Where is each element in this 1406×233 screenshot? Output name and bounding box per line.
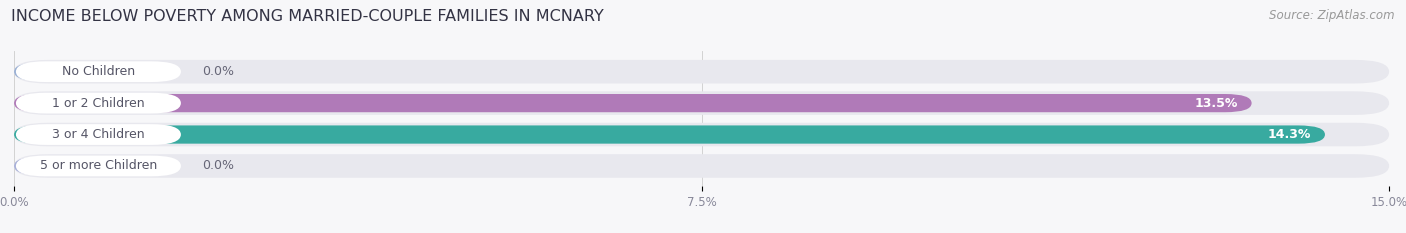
FancyBboxPatch shape	[15, 93, 181, 113]
FancyBboxPatch shape	[15, 156, 181, 176]
FancyBboxPatch shape	[15, 61, 181, 82]
FancyBboxPatch shape	[14, 63, 179, 81]
Text: INCOME BELOW POVERTY AMONG MARRIED-COUPLE FAMILIES IN MCNARY: INCOME BELOW POVERTY AMONG MARRIED-COUPL…	[11, 9, 605, 24]
Text: 0.0%: 0.0%	[202, 159, 233, 172]
Text: 1 or 2 Children: 1 or 2 Children	[52, 97, 145, 110]
FancyBboxPatch shape	[14, 91, 1389, 115]
FancyBboxPatch shape	[14, 94, 1251, 112]
FancyBboxPatch shape	[14, 123, 1389, 146]
Text: 3 or 4 Children: 3 or 4 Children	[52, 128, 145, 141]
FancyBboxPatch shape	[14, 157, 179, 175]
FancyBboxPatch shape	[14, 154, 1389, 178]
Text: 13.5%: 13.5%	[1195, 97, 1237, 110]
Text: 14.3%: 14.3%	[1268, 128, 1312, 141]
Text: 5 or more Children: 5 or more Children	[39, 159, 157, 172]
FancyBboxPatch shape	[15, 124, 181, 145]
Text: 0.0%: 0.0%	[202, 65, 233, 78]
FancyBboxPatch shape	[14, 125, 1324, 144]
Text: Source: ZipAtlas.com: Source: ZipAtlas.com	[1270, 9, 1395, 22]
FancyBboxPatch shape	[14, 60, 1389, 83]
Text: No Children: No Children	[62, 65, 135, 78]
